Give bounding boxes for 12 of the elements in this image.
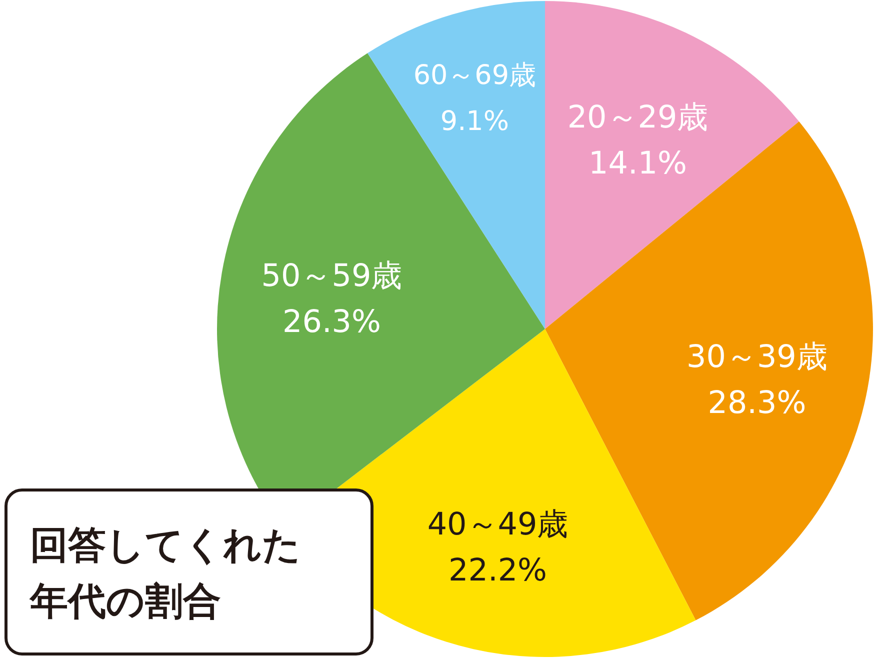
slice-label: 30～39歳 [686, 338, 828, 375]
slice-label: 60～69歳 [413, 60, 536, 91]
slice-label: 50～59歳 [261, 258, 402, 294]
slice-label: 40～49歳 [427, 506, 568, 542]
data-label: 22.2% [448, 552, 548, 588]
slice-label: 20～29歳 [567, 99, 708, 136]
data-label: 26.3% [282, 304, 381, 340]
data-label: 9.1% [440, 106, 510, 137]
data-label: 28.3% [708, 384, 806, 421]
pie-slice [545, 1, 800, 329]
data-label: 14.1% [588, 145, 688, 182]
text: 回答してくれた年代の割合 [29, 523, 301, 623]
